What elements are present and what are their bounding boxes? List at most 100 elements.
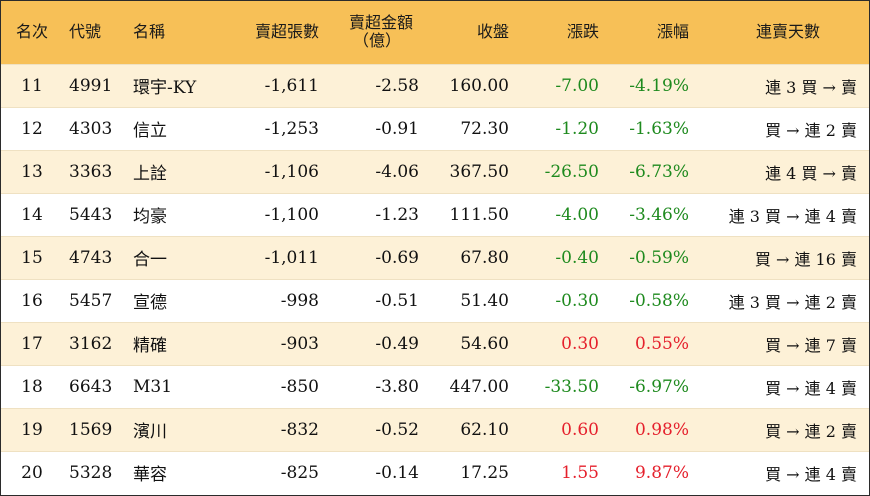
cell-net-sell-amount: -0.52 bbox=[375, 419, 419, 440]
table-row: 18 6643 M31 -850 -3.80 447.00 -33.50 -6.97% 買 → … bbox=[1, 365, 869, 408]
cell-net-sell-amount: -0.49 bbox=[375, 333, 419, 354]
cell-code: 5443 bbox=[69, 204, 113, 225]
cell-net-sell-amount: -4.06 bbox=[375, 161, 419, 182]
table-row: 15 4743 合一 -1,011 -0.69 67.80 -0.40 -0.59% 買 → 連… bbox=[1, 236, 869, 279]
cell-code: 6643 bbox=[69, 376, 113, 397]
cell-code: 4743 bbox=[69, 247, 113, 268]
cell-close: 17.25 bbox=[460, 462, 509, 483]
cell-net-sell-lots: -1,611 bbox=[264, 75, 319, 96]
cell-code: 3162 bbox=[69, 333, 113, 354]
cell-change: 0.60 bbox=[561, 419, 599, 440]
cell-streak: 買 → 連 4 賣 bbox=[765, 378, 857, 398]
cell-close: 72.30 bbox=[460, 118, 509, 139]
cell-name: 合一 bbox=[133, 250, 167, 270]
cell-net-sell-lots: -1,100 bbox=[264, 204, 319, 225]
cell-net-sell-lots: -903 bbox=[280, 333, 319, 354]
cell-net-sell-lots: -825 bbox=[280, 462, 319, 483]
header-close: 收盤 bbox=[476, 22, 509, 42]
table-body: 11 4991 環宇-KY -1,611 -2.58 160.00 -7.00 -4.19% 連… bbox=[1, 64, 869, 494]
cell-net-sell-lots: -1,106 bbox=[264, 161, 319, 182]
header-change: 漲跌 bbox=[566, 22, 599, 42]
cell-name: 精確 bbox=[133, 336, 167, 356]
table-row: 17 3162 精確 -903 -0.49 54.60 0.30 0.55% 買 → 連 7 賣 bbox=[1, 322, 869, 365]
table-row: 16 5457 宣德 -998 -0.51 51.40 -0.30 -0.58% 連 3 買 →… bbox=[1, 279, 869, 322]
cell-name: M31 bbox=[133, 376, 173, 397]
cell-change-pct: -6.97% bbox=[629, 376, 689, 397]
cell-code: 3363 bbox=[69, 161, 113, 182]
cell-change: 0.30 bbox=[561, 333, 599, 354]
header-rank: 名次 bbox=[15, 22, 48, 42]
table-row: 11 4991 環宇-KY -1,611 -2.58 160.00 -7.00 -4.19% 連… bbox=[1, 64, 869, 107]
cell-close: 62.10 bbox=[460, 419, 509, 440]
cell-streak: 連 3 買 → 連 4 賣 bbox=[728, 206, 857, 226]
cell-streak: 連 3 買 → 連 2 賣 bbox=[728, 292, 857, 312]
cell-net-sell-lots: -1,253 bbox=[264, 118, 319, 139]
cell-change: -33.50 bbox=[544, 376, 599, 397]
cell-net-sell-amount: -0.51 bbox=[375, 290, 419, 311]
cell-net-sell-lots: -850 bbox=[280, 376, 319, 397]
cell-change-pct: -6.73% bbox=[629, 161, 689, 182]
cell-name: 信立 bbox=[133, 121, 167, 141]
cell-streak: 連 3 買 → 賣 bbox=[765, 77, 857, 97]
header-streak: 連賣天數 bbox=[755, 22, 820, 42]
header-name: 名稱 bbox=[133, 22, 166, 42]
cell-close: 54.60 bbox=[460, 333, 509, 354]
cell-change-pct: -0.58% bbox=[629, 290, 689, 311]
cell-change-pct: 9.87% bbox=[634, 462, 689, 483]
cell-change-pct: -4.19% bbox=[629, 75, 689, 96]
cell-change: -4.00 bbox=[555, 204, 599, 225]
cell-change-pct: -3.46% bbox=[629, 204, 689, 225]
table-row: 14 5443 均豪 -1,100 -1.23 111.50 -4.00 -3.46% 連 3 … bbox=[1, 193, 869, 236]
cell-net-sell-amount: -0.91 bbox=[375, 118, 419, 139]
cell-streak: 連 4 買 → 賣 bbox=[765, 163, 857, 183]
table-header: 名次 代號 名稱 賣超張數 賣超金額 （億） 收盤 漲跌 漲幅 連賣天數 bbox=[1, 1, 869, 64]
cell-change-pct: 0.98% bbox=[634, 419, 689, 440]
table-row: 19 1569 濱川 -832 -0.52 62.10 0.60 0.98% 買 → 連 2 賣 bbox=[1, 408, 869, 451]
table-row: 12 4303 信立 -1,253 -0.91 72.30 -1.20 -1.63% 買 → 連… bbox=[1, 107, 869, 150]
cell-name: 均豪 bbox=[133, 207, 167, 227]
cell-code: 5457 bbox=[69, 290, 113, 311]
header-row: 名次 代號 名稱 賣超張數 賣超金額 （億） 收盤 漲跌 漲幅 連賣天數 bbox=[1, 1, 869, 64]
cell-rank: 12 bbox=[21, 118, 43, 139]
cell-streak: 買 → 連 2 賣 bbox=[765, 421, 857, 441]
cell-close: 111.50 bbox=[449, 204, 509, 225]
cell-net-sell-amount: -0.69 bbox=[375, 247, 419, 268]
cell-rank: 17 bbox=[21, 333, 43, 354]
cell-net-sell-lots: -832 bbox=[280, 419, 319, 440]
cell-change: -7.00 bbox=[555, 75, 599, 96]
cell-name: 宣德 bbox=[133, 293, 167, 313]
cell-streak: 買 → 連 4 賣 bbox=[765, 464, 857, 484]
cell-rank: 16 bbox=[21, 290, 43, 311]
cell-code: 4991 bbox=[69, 75, 113, 96]
cell-rank: 14 bbox=[21, 204, 43, 225]
cell-rank: 13 bbox=[21, 161, 43, 182]
cell-name: 上詮 bbox=[133, 164, 167, 184]
cell-net-sell-amount: -3.80 bbox=[375, 376, 419, 397]
header-change-pct: 漲幅 bbox=[656, 22, 689, 42]
cell-close: 367.50 bbox=[449, 161, 509, 182]
cell-close: 160.00 bbox=[449, 75, 509, 96]
cell-change: 1.55 bbox=[561, 462, 599, 483]
cell-change: -0.40 bbox=[555, 247, 599, 268]
cell-change: -1.20 bbox=[555, 118, 599, 139]
cell-change: -0.30 bbox=[555, 290, 599, 311]
cell-rank: 15 bbox=[21, 247, 43, 268]
cell-close: 67.80 bbox=[460, 247, 509, 268]
cell-close: 447.00 bbox=[449, 376, 509, 397]
table-row: 20 5328 華容 -825 -0.14 17.25 1.55 9.87% 買 → 連 4 賣 bbox=[1, 451, 869, 494]
cell-name: 濱川 bbox=[133, 422, 167, 442]
cell-rank: 20 bbox=[21, 462, 43, 483]
cell-streak: 買 → 連 16 賣 bbox=[754, 249, 857, 269]
header-net-sell-amount-line2: （億） bbox=[352, 31, 401, 51]
cell-code: 5328 bbox=[69, 462, 113, 483]
cell-streak: 買 → 連 7 賣 bbox=[765, 335, 857, 355]
cell-change: -26.50 bbox=[544, 161, 599, 182]
cell-name: 華容 bbox=[133, 465, 167, 486]
cell-rank: 19 bbox=[21, 419, 43, 440]
header-code: 代號 bbox=[69, 22, 102, 42]
cell-name: 環宇-KY bbox=[133, 78, 197, 98]
cell-net-sell-lots: -1,011 bbox=[264, 247, 319, 268]
header-net-sell-lots: 賣超張數 bbox=[254, 22, 319, 42]
